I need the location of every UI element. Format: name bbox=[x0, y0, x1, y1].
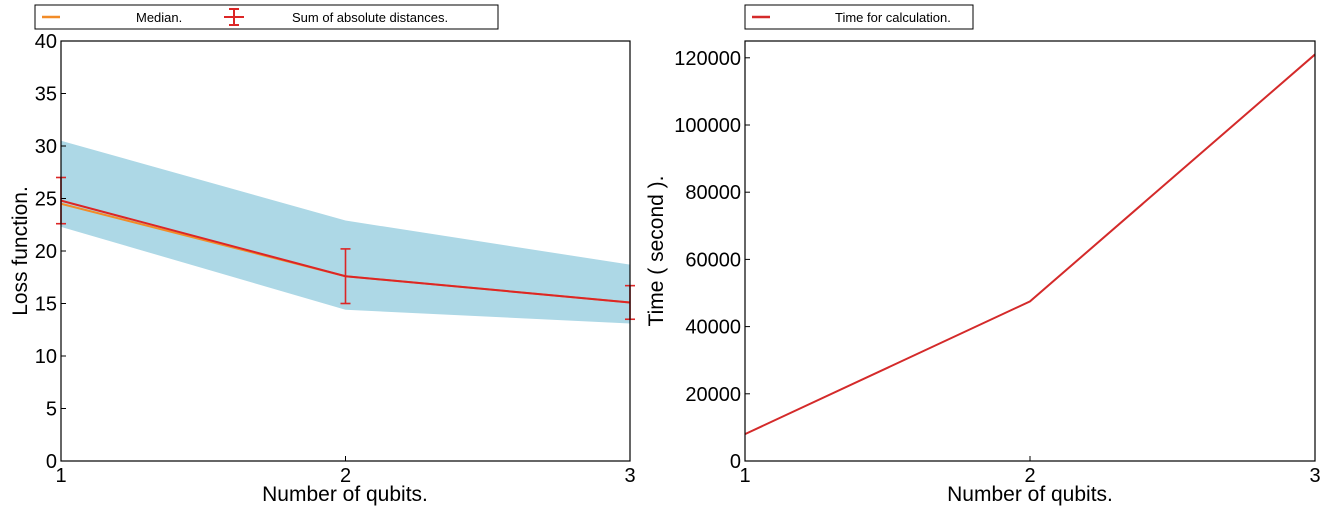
time-y-tick-label: 40000 bbox=[685, 317, 741, 339]
legend-median-label: Median. bbox=[136, 10, 182, 25]
loss-y-tick-label: 25 bbox=[35, 189, 57, 211]
time-y-axis-label: Time ( second ). bbox=[645, 176, 668, 327]
time-x-axis-label: Number of qubits. bbox=[947, 483, 1113, 506]
time-x-tick-label: 2 bbox=[1024, 465, 1035, 487]
loss-y-ticks: 0 5 10 15 20 25 30 35 40 bbox=[35, 31, 66, 473]
loss-y-axis-label: Loss function. bbox=[9, 186, 32, 316]
legend-time-label: Time for calculation. bbox=[835, 10, 951, 25]
loss-y-tick-label: 15 bbox=[35, 294, 57, 316]
time-axes-frame bbox=[744, 40, 1316, 462]
loss-y-tick-label: 5 bbox=[46, 399, 57, 421]
spread-band bbox=[61, 140, 630, 324]
time-y-tick-label: 80000 bbox=[685, 182, 741, 204]
loss-y-tick-label: 35 bbox=[35, 84, 57, 106]
time-x-tick-label: 3 bbox=[1309, 465, 1320, 487]
time-y-tick-label: 120000 bbox=[674, 48, 741, 70]
time-y-ticks: 0 20000 40000 60000 80000 100000 120000 bbox=[674, 48, 750, 473]
loss-legend-box bbox=[34, 4, 499, 30]
loss-y-tick-label: 10 bbox=[35, 346, 57, 368]
loss-x-tick-label: 3 bbox=[624, 465, 635, 487]
loss-legend: Median. Sum of absolute distances. bbox=[34, 4, 499, 30]
time-plot-area bbox=[744, 53, 1316, 436]
loss-y-tick-label: 40 bbox=[35, 31, 57, 53]
time-x-tick-label: 1 bbox=[739, 465, 750, 487]
time-chart: Time for calculation. 0 20000 40000 60000 80… bbox=[645, 4, 1321, 506]
loss-x-tick-label: 1 bbox=[55, 465, 66, 487]
time-x-ticks: 1 2 3 bbox=[739, 456, 1321, 487]
loss-x-tick-label: 2 bbox=[340, 465, 351, 487]
time-legend: Time for calculation. bbox=[744, 4, 974, 30]
error-bar bbox=[340, 248, 351, 305]
legend-sum-swatch bbox=[224, 8, 244, 26]
loss-y-tick-label: 0 bbox=[46, 451, 57, 473]
legend-sum-label: Sum of absolute distances. bbox=[292, 10, 448, 25]
loss-y-tick-label: 20 bbox=[35, 241, 57, 263]
loss-y-tick-label: 30 bbox=[35, 136, 57, 158]
loss-chart: Median. Sum of absolute distances. 0 5 10 1… bbox=[9, 4, 636, 506]
loss-x-ticks: 1 2 3 bbox=[55, 456, 636, 487]
time-y-tick-label: 60000 bbox=[685, 249, 741, 271]
loss-x-axis-label: Number of qubits. bbox=[262, 483, 428, 506]
time-legend-box bbox=[744, 4, 974, 30]
time-line bbox=[744, 53, 1316, 436]
loss-plot-area bbox=[56, 140, 635, 324]
time-y-tick-label: 100000 bbox=[674, 115, 741, 137]
time-y-tick-label: 20000 bbox=[685, 384, 741, 406]
time-y-tick-label: 0 bbox=[730, 451, 741, 473]
